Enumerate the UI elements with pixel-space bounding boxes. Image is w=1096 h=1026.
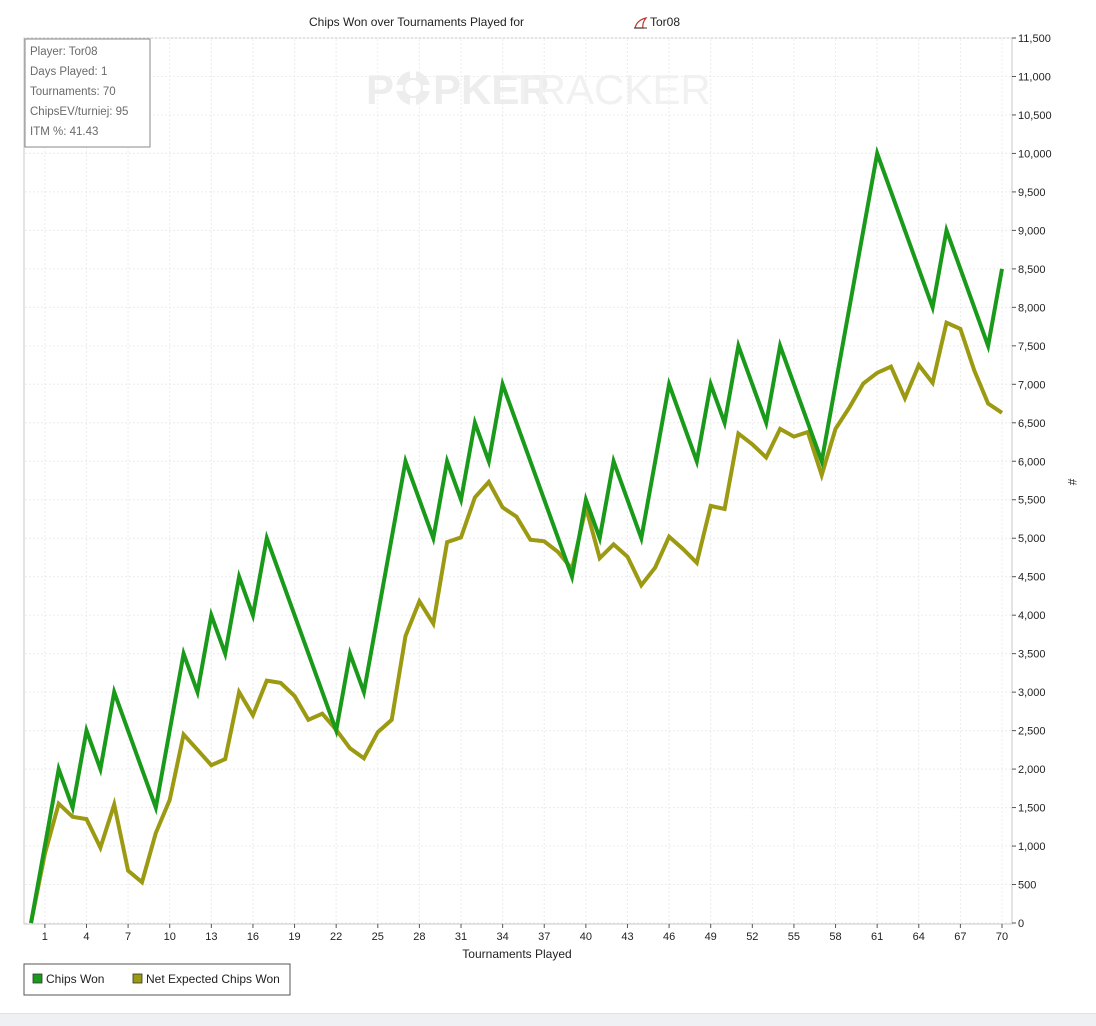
- y-tick-label: 7,000: [1018, 379, 1046, 391]
- x-tick-label: 58: [829, 931, 841, 943]
- window-bottom-strip: [0, 1013, 1096, 1026]
- y-tick-label: 9,000: [1018, 225, 1046, 237]
- plot-area: [23, 37, 1013, 925]
- x-tick-label: 22: [330, 931, 342, 943]
- y-tick-label: 5,500: [1018, 495, 1046, 507]
- x-tick-label: 28: [413, 931, 425, 943]
- y-tick-label: 8,000: [1018, 302, 1046, 314]
- legend: Chips Won Net Expected Chips Won: [23, 963, 291, 996]
- chart-title-group: Chips Won over Tournaments Played for To…: [309, 15, 680, 29]
- x-tick-label: 34: [497, 931, 509, 943]
- x-tick-label: 67: [954, 931, 966, 943]
- x-tick-label: 19: [288, 931, 300, 943]
- x-tick-label: 52: [746, 931, 758, 943]
- info-line: Player: Tor08: [30, 46, 98, 58]
- y-tick-label: 5,000: [1018, 533, 1046, 545]
- y-tick-label: 6,500: [1018, 418, 1046, 430]
- legend-label-chips-won: Chips Won: [46, 972, 104, 986]
- x-tick-label: 10: [164, 931, 176, 943]
- y-tick-label: 2,000: [1018, 764, 1046, 776]
- x-tick-label: 43: [621, 931, 633, 943]
- y-tick-label: 9,500: [1018, 187, 1046, 199]
- x-tick-label: 70: [996, 931, 1008, 943]
- x-tick-label: 46: [663, 931, 675, 943]
- x-axis: 1 4 7 10 13 16 19 22 25 28 31 34 37 40 43 46 49 52 55 58 61 6…: [42, 924, 1008, 943]
- poker-chip-icon: [396, 71, 430, 105]
- x-tick-label: 37: [538, 931, 550, 943]
- y-tick-label: 500: [1018, 880, 1036, 892]
- y-tick-label: 7,500: [1018, 341, 1046, 353]
- chart-title: Chips Won over Tournaments Played for: [309, 15, 524, 29]
- x-tick-label: 4: [83, 931, 89, 943]
- watermark-poker: PKER: [433, 66, 550, 113]
- x-tick-label: 31: [455, 931, 467, 943]
- shark-fin-icon: [634, 17, 648, 29]
- y-tick-label: 11,000: [1018, 71, 1051, 83]
- watermark-tracker: TRACKER: [510, 66, 711, 113]
- y-tick-label: 3,000: [1018, 687, 1046, 699]
- y-tick-label: 10,500: [1018, 110, 1052, 122]
- y-tick-label: 1,500: [1018, 803, 1046, 815]
- y-tick-label: 3,500: [1018, 649, 1046, 661]
- y-tick-label: 0: [1018, 918, 1024, 930]
- series-layer: [29, 145, 1004, 924]
- x-tick-label: 61: [871, 931, 883, 943]
- x-tick-label: 64: [913, 931, 925, 943]
- series-line-net-expected-chips-won: [29, 319, 1004, 924]
- pokertracker-watermark: P PKER TRACKER: [366, 66, 711, 113]
- info-line: ITM %: 41.43: [30, 126, 98, 138]
- x-tick-label: 7: [125, 931, 131, 943]
- info-line: ChipsEV/turniej: 95: [30, 106, 128, 118]
- legend-label-net-expected-chips-won: Net Expected Chips Won: [146, 972, 280, 986]
- legend-swatch-chips-won: [32, 973, 43, 984]
- info-line: Days Played: 1: [30, 66, 107, 78]
- grid: [25, 37, 1011, 924]
- y-tick-label: 8,500: [1018, 264, 1046, 276]
- y-axis-label: #: [1065, 479, 1079, 486]
- x-tick-label: 55: [788, 931, 800, 943]
- watermark-letter-p: P: [366, 66, 394, 113]
- x-tick-label: 40: [580, 931, 592, 943]
- y-tick-label: 10,000: [1018, 148, 1052, 160]
- y-axis: 0 500 1,000 1,500 2,000 2,500 3,000 3,500 4,000 4…: [1012, 33, 1052, 930]
- x-tick-label: 25: [372, 931, 384, 943]
- x-axis-label: Tournaments Played: [462, 947, 571, 961]
- info-line: Tournaments: 70: [30, 86, 116, 98]
- y-tick-label: 6,000: [1018, 456, 1046, 468]
- chart-title-player: Tor08: [650, 15, 680, 29]
- legend-swatch-net-expected-chips-won: [132, 973, 143, 984]
- x-tick-label: 13: [205, 931, 217, 943]
- x-tick-label: 49: [705, 931, 717, 943]
- y-tick-label: 1,000: [1018, 841, 1046, 853]
- player-info-box: Player: Tor08 Days Played: 1 Tournaments: …: [24, 38, 151, 148]
- x-tick-label: 1: [42, 931, 48, 943]
- series-line-chips-won: [29, 145, 1004, 924]
- x-tick-label: 16: [247, 931, 259, 943]
- y-tick-label: 11,500: [1018, 33, 1051, 45]
- y-tick-label: 4,000: [1018, 610, 1046, 622]
- y-tick-label: 4,500: [1018, 572, 1046, 584]
- y-tick-label: 2,500: [1018, 726, 1046, 738]
